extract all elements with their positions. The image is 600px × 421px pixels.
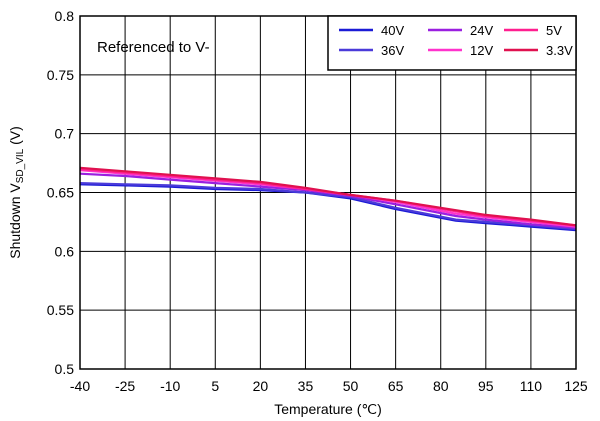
- y-axis-title: Shutdown VSD_VIL (V): [7, 126, 26, 259]
- annotation-text: Referenced to V-: [97, 39, 210, 56]
- x-tick-label: 5: [211, 378, 219, 394]
- legend-label-24V: 24V: [470, 23, 493, 38]
- x-tick-label: -40: [70, 378, 90, 394]
- y-tick-label: 0.6: [55, 243, 75, 259]
- x-tick-label: 80: [433, 378, 449, 394]
- y-axis-title-main: Shutdown V: [7, 183, 23, 259]
- legend-box: [328, 16, 576, 70]
- y-axis-title-suffix: (V): [7, 126, 23, 149]
- legend-label-12V: 12V: [470, 43, 493, 58]
- x-tick-label: 125: [564, 378, 588, 394]
- x-tick-label: 110: [520, 378, 543, 394]
- legend-label-5V: 5V: [546, 23, 562, 38]
- x-tick-label: 35: [298, 378, 314, 394]
- x-tick-label: -25: [115, 378, 135, 394]
- x-tick-label: 95: [478, 378, 494, 394]
- y-tick-label: 0.55: [47, 302, 74, 318]
- y-axis-title-sub: SD_VIL: [15, 148, 26, 183]
- x-tick-labels: -40 -25 -10 5 20 35 50 65 80 95 110 125: [70, 378, 588, 394]
- legend: 40V 24V 5V 36V 12V 3.3V: [328, 16, 576, 70]
- legend-label-3.3V: 3.3V: [546, 43, 573, 58]
- y-tick-label: 0.65: [47, 185, 74, 201]
- x-tick-label: -10: [160, 378, 180, 394]
- legend-label-36V: 36V: [381, 43, 404, 58]
- y-tick-label: 0.5: [55, 361, 75, 377]
- x-axis-title: Temperature (℃): [274, 401, 382, 417]
- y-tick-label: 0.75: [47, 67, 74, 83]
- x-tick-label: 20: [253, 378, 269, 394]
- legend-label-40V: 40V: [381, 23, 404, 38]
- series-lines: [80, 168, 576, 230]
- y-tick-labels: 0.5 0.55 0.6 0.65 0.7 0.75 0.8: [47, 8, 74, 377]
- y-tick-label: 0.7: [55, 126, 75, 142]
- x-tick-label: 65: [388, 378, 404, 394]
- x-tick-label: 50: [343, 378, 359, 394]
- y-tick-label: 0.8: [55, 8, 75, 24]
